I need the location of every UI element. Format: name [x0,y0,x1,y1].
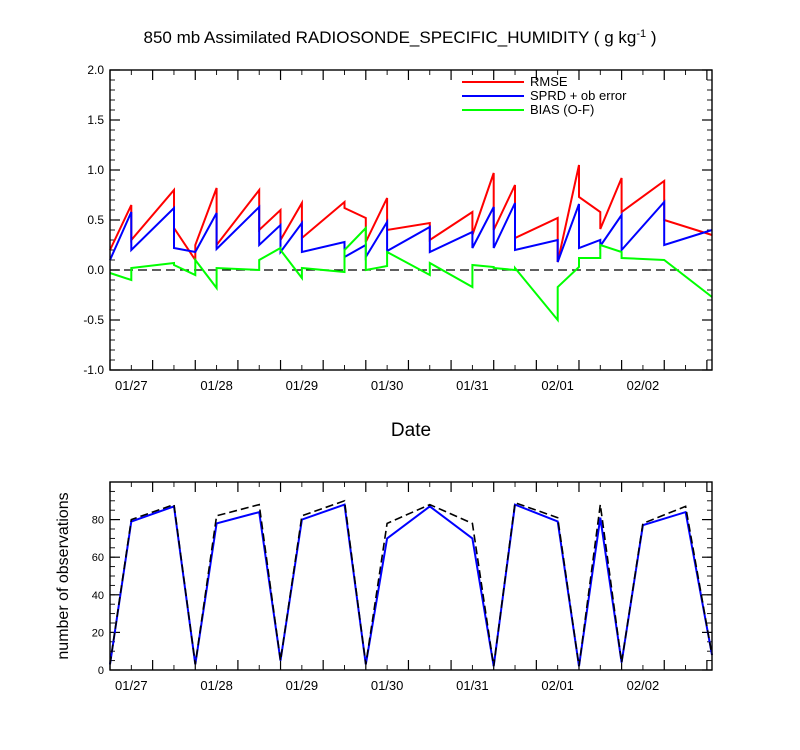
top-plot-frame [109,69,713,371]
x-tick-label: 01/31 [456,678,489,693]
x-tick-label: 01/31 [456,378,489,393]
bottom-axis-ticks [109,481,712,671]
x-tick-label: 01/27 [115,678,148,693]
x-tick-label: 02/02 [627,378,660,393]
x-tick-label: 01/30 [371,378,404,393]
y-tick-label: 1.0 [87,163,104,177]
y-tick-label: -0.5 [83,313,104,327]
x-tick-label: 01/29 [286,678,319,693]
y-tick-label: 20 [92,627,104,639]
title-superscript: -1 [636,28,646,40]
bottom-series-lines [109,499,713,667]
x-tick-label: 02/02 [627,678,660,693]
chart-title: 850 mb Assimilated RADIOSONDE_SPECIFIC_H… [144,28,657,47]
y-tick-label: 2.0 [87,63,104,77]
legend-label: SPRD + ob error [530,88,627,103]
y-tick-label: 1.5 [87,113,104,127]
x-tick-label: 01/28 [200,678,233,693]
y-tick-label: 0 [98,665,104,677]
x-tick-label: 01/29 [286,378,319,393]
y-axis-title: number of observations [55,492,72,659]
top-axis-labels: -1.0 -0.5 0.0 0.5 1.0 1.5 2.0 01/27 01/28 01/29 01… [83,63,659,393]
y-tick-label: -1.0 [83,363,104,377]
series-line-bias-o-f [109,225,713,323]
series-line-rmse [109,164,713,264]
series-line-observations-used [109,503,713,667]
legend-label: RMSE [530,74,568,89]
title-end: ) [646,28,656,47]
top-plot: -1.0 -0.5 0.0 0.5 1.0 1.5 2.0 01/27 01/28 01/29 01… [83,63,713,441]
series-line-observations-total [109,499,713,667]
x-tick-label: 01/28 [200,378,233,393]
bottom-plot: 0 20 40 60 80 01/27 01/28 01/29 01/30 01/31 02/01 0… [55,481,713,693]
bottom-axis-labels: 0 20 40 60 80 01/27 01/28 01/29 01/30 01/31 02/01 0… [92,515,659,693]
y-tick-label: 0.0 [87,263,104,277]
x-tick-label: 02/01 [541,378,574,393]
y-tick-label: 40 [92,590,104,602]
legend-label: BIAS (O-F) [530,102,594,117]
top-series-lines [109,164,713,323]
y-tick-label: 60 [92,552,104,564]
bottom-plot-frame [109,481,713,671]
y-tick-label: 0.5 [87,213,104,227]
x-axis-title: Date [391,420,431,441]
x-tick-label: 01/30 [371,678,404,693]
y-tick-label: 80 [92,515,104,527]
x-tick-label: 02/01 [541,678,574,693]
x-tick-label: 01/27 [115,378,148,393]
